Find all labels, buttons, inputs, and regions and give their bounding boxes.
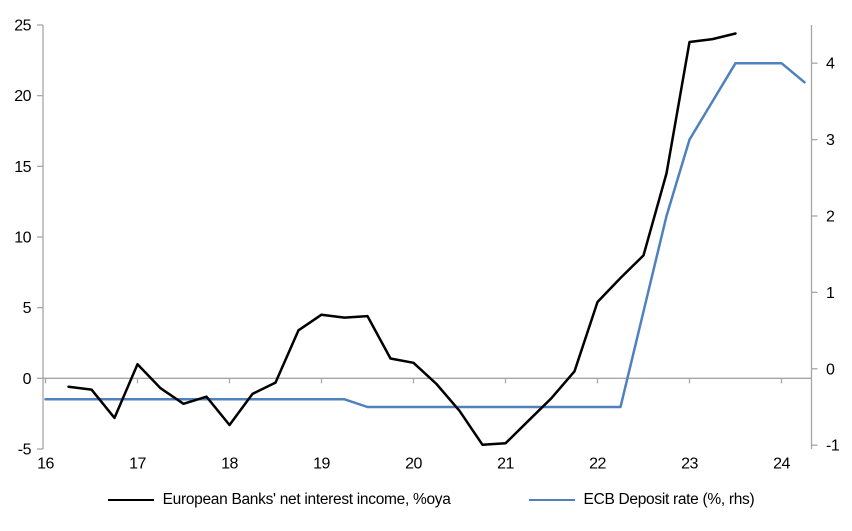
legend: European Banks' net interest income, %oy… [0, 491, 852, 509]
right-axis-label--1: -1 [826, 438, 840, 455]
x-axis-label-23: 23 [681, 456, 698, 473]
x-axis-label-22: 22 [589, 456, 606, 473]
left-axis-label-0: 0 [23, 371, 32, 388]
deposit-rate-line [44, 61, 806, 409]
x-axis-label-17: 17 [129, 456, 146, 473]
legend-line-black-icon [107, 499, 154, 501]
left-axis-label-25: 25 [14, 18, 31, 35]
left-axis-label-10: 10 [14, 230, 31, 247]
right-axis-label-3: 3 [826, 132, 835, 149]
legend-item-nii: European Banks' net interest income, %oy… [107, 491, 451, 509]
right-axis-label-4: 4 [826, 56, 835, 73]
legend-item-deposit-rate: ECB Deposit rate (%, rhs) [528, 491, 755, 509]
legend-label-deposit-rate: ECB Deposit rate (%, rhs) [583, 491, 755, 508]
nii-line [67, 32, 737, 447]
left-axis-label-15: 15 [14, 159, 31, 176]
left-axis-label-20: 20 [14, 88, 31, 105]
legend-label-nii: European Banks' net interest income, %oy… [162, 491, 451, 508]
left-axis-label-5: 5 [23, 300, 32, 317]
x-axis-label-24: 24 [773, 456, 790, 473]
left-axis-label--5: -5 [18, 442, 32, 459]
x-axis-label-20: 20 [405, 456, 422, 473]
x-axis-label-16: 16 [37, 456, 54, 473]
right-axis-label-1: 1 [826, 285, 835, 302]
x-axis-label-21: 21 [497, 456, 514, 473]
legend-line-blue-icon [528, 499, 575, 501]
right-axis-label-0: 0 [826, 361, 835, 378]
x-axis-label-19: 19 [313, 456, 330, 473]
right-axis-label-2: 2 [826, 208, 835, 225]
x-axis-label-18: 18 [221, 456, 238, 473]
